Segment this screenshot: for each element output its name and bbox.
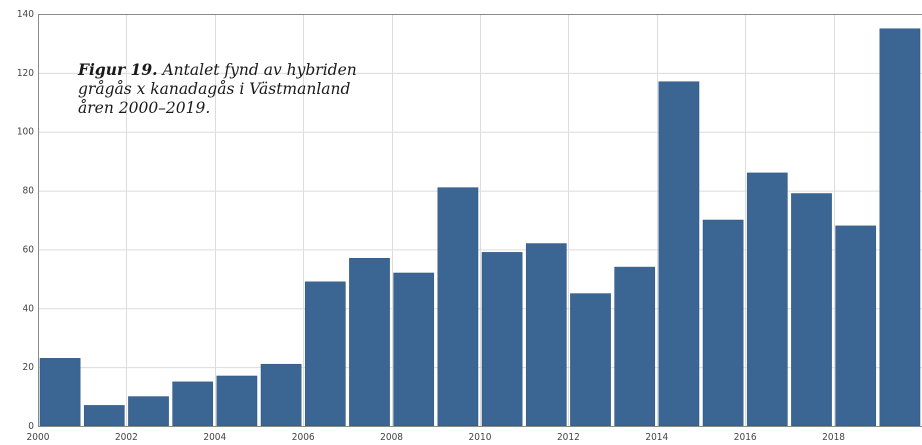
bar-2017 (791, 193, 832, 427)
grid-lines (38, 14, 922, 427)
bar-2012 (570, 293, 611, 427)
bar-2006 (304, 281, 346, 427)
x-tick-label: 2016 (734, 432, 757, 443)
figure-caption: Figur 19. Antalet fynd av hybriden grågå… (78, 60, 378, 118)
axes (38, 14, 922, 427)
bar-2004 (216, 375, 258, 427)
x-tick-label: 2012 (557, 432, 580, 443)
y-tick-labels: 0 20 40 60 80 100 120 140 (17, 9, 34, 432)
y-tick-label: 140 (17, 9, 34, 20)
bar-2013 (614, 266, 656, 427)
bar-2014 (658, 81, 700, 427)
y-tick-label: 20 (23, 362, 35, 373)
bar-2010 (481, 252, 523, 427)
bar-2005 (260, 363, 302, 427)
bar-2002 (128, 396, 169, 427)
bar-2008 (393, 272, 435, 427)
x-tick-labels: 2000 2002 2004 2006 2008 2010 2012 2014 2016 2018 (27, 432, 846, 443)
y-tick-label: 0 (28, 421, 34, 432)
x-tick-label: 2000 (27, 432, 50, 443)
y-tick-label: 100 (17, 127, 34, 138)
bar-2001 (83, 405, 125, 427)
y-tick-label: 60 (23, 244, 35, 255)
bar-2000 (39, 358, 81, 427)
x-tick-label: 2002 (115, 432, 138, 443)
bar-2011 (525, 243, 567, 427)
y-tick-label: 120 (17, 68, 34, 79)
x-tick-label: 2010 (469, 432, 492, 443)
figure-label: Figur 19. (78, 60, 158, 79)
x-tick-label: 2008 (380, 432, 403, 443)
x-tick-label: 2014 (645, 432, 668, 443)
x-tick-label: 2018 (822, 432, 845, 443)
bar-2015 (702, 219, 744, 427)
y-tick-label: 80 (23, 186, 35, 197)
bar-2018 (835, 225, 877, 427)
bar-2009 (437, 187, 479, 427)
bar-2003 (172, 381, 214, 427)
bar-2019 (879, 28, 921, 427)
y-tick-label: 40 (23, 303, 35, 314)
bar-2007 (349, 258, 390, 427)
bar-2016 (746, 172, 788, 427)
bars (39, 28, 921, 427)
x-tick-label: 2006 (292, 432, 315, 443)
figure-caption-text: Antalet fynd av hybriden grågås x kanada… (78, 61, 357, 117)
x-tick-label: 2004 (203, 432, 226, 443)
